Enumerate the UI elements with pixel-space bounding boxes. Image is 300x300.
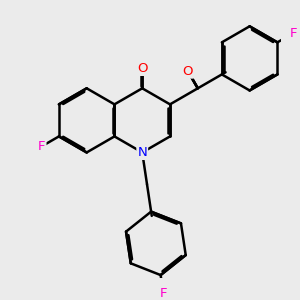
Text: F: F bbox=[290, 27, 297, 40]
Text: N: N bbox=[137, 146, 147, 159]
Text: O: O bbox=[183, 64, 193, 78]
Text: F: F bbox=[38, 140, 46, 153]
Text: O: O bbox=[137, 62, 148, 75]
Text: F: F bbox=[160, 287, 167, 300]
